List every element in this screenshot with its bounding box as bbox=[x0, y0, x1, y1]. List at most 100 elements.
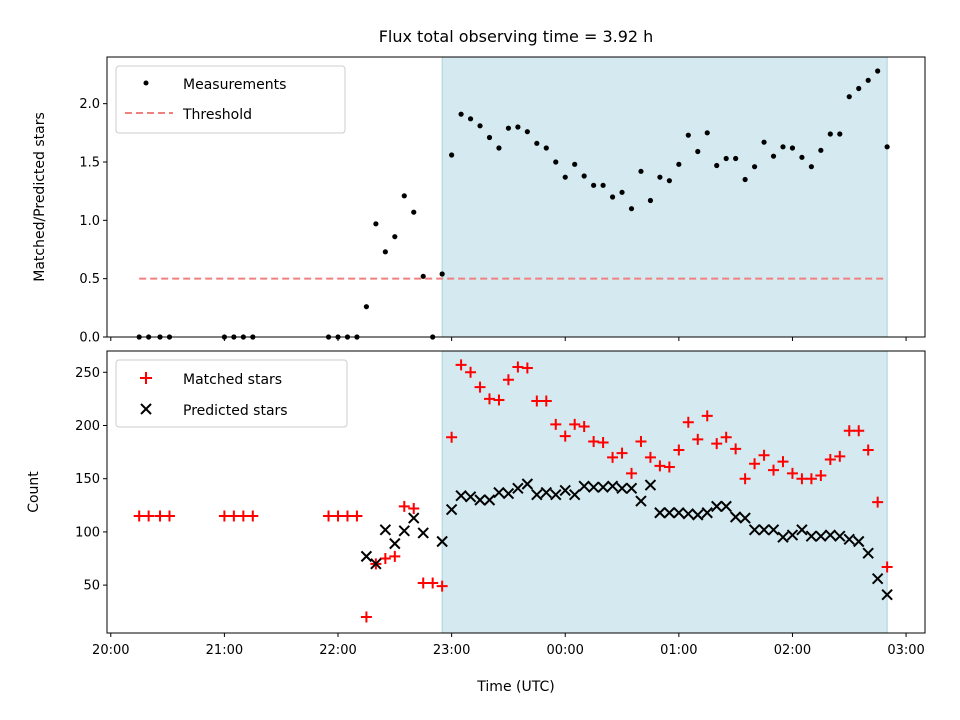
legend-measurements-marker bbox=[143, 80, 149, 86]
chart-title: Flux total observing time = 3.92 h bbox=[379, 27, 654, 46]
predicted-star-point bbox=[644, 479, 657, 491]
observing-window-shade bbox=[442, 57, 888, 337]
predicted-star-point bbox=[739, 512, 751, 524]
predicted-star-point bbox=[786, 529, 799, 541]
legend-matched-label: Matched stars bbox=[183, 372, 282, 388]
measurement-point bbox=[591, 182, 597, 188]
measurement-point bbox=[818, 147, 824, 153]
predicted-star-point bbox=[474, 494, 486, 506]
predicted-star-point bbox=[692, 509, 704, 521]
matched-star-point bbox=[133, 510, 145, 522]
matched-star-point bbox=[408, 502, 420, 514]
ratio-legend-box bbox=[115, 65, 346, 134]
predicted-star-point bbox=[673, 507, 685, 519]
measurement-point bbox=[714, 162, 720, 169]
predicted-star-point bbox=[550, 488, 562, 501]
matched-star-point bbox=[805, 473, 817, 485]
measurement-point bbox=[628, 206, 635, 212]
measurement-point bbox=[827, 131, 833, 137]
matched-star-point bbox=[853, 425, 865, 437]
y-tick-label: 50 bbox=[83, 579, 100, 594]
predicted-star-point bbox=[597, 481, 609, 493]
matched-star-point bbox=[351, 510, 363, 522]
measurement-point bbox=[373, 221, 379, 227]
measurement-point bbox=[666, 178, 672, 184]
x-tick-label: 01:00 bbox=[660, 643, 697, 658]
predicted-star-point bbox=[796, 524, 808, 536]
matched-star-point bbox=[701, 410, 713, 422]
measurement-point bbox=[543, 145, 549, 151]
measurement-point bbox=[761, 139, 767, 145]
measurement-point bbox=[600, 182, 606, 188]
x-tick-label: 03:00 bbox=[887, 643, 924, 658]
predicted-star-point bbox=[493, 486, 505, 499]
legend-threshold-label: Threshold bbox=[182, 107, 252, 123]
matched-star-point bbox=[237, 510, 249, 522]
matched-star-point bbox=[588, 435, 600, 447]
measurement-point bbox=[647, 197, 654, 204]
matched-star-point bbox=[777, 456, 789, 468]
predicted-star-point bbox=[370, 558, 382, 570]
predicted-star-point bbox=[398, 525, 410, 537]
predicted-star-point bbox=[711, 500, 723, 513]
measurement-point bbox=[609, 194, 616, 200]
predicted-star-point bbox=[521, 478, 534, 490]
measurement-point bbox=[751, 164, 758, 170]
measurement-point bbox=[458, 111, 464, 117]
count-marks bbox=[133, 351, 893, 633]
predicted-star-point bbox=[587, 481, 600, 493]
measurement-point bbox=[572, 161, 578, 167]
predicted-star-point bbox=[625, 482, 638, 494]
count-x-ticks: 20:00 21:00 22:00 23:00 00:00 01:00 02:00 03:00 bbox=[92, 633, 925, 658]
measurement-point bbox=[676, 161, 682, 167]
predicted-star-point bbox=[436, 535, 448, 548]
matched-star-point bbox=[531, 395, 543, 407]
count-panel: 50 100 150 200 250 20:00 21:00 22:00 23:00 00:00… bbox=[26, 350, 926, 695]
predicted-star-point bbox=[417, 527, 429, 539]
matched-star-point bbox=[597, 437, 609, 449]
measurement-point bbox=[411, 209, 417, 215]
predicted-star-point bbox=[871, 573, 884, 585]
measurement-point bbox=[505, 125, 512, 131]
matched-star-point bbox=[815, 470, 827, 482]
measurement-point bbox=[875, 68, 881, 74]
matched-star-point bbox=[644, 451, 656, 463]
matched-star-point bbox=[341, 510, 353, 522]
predicted-star-point bbox=[862, 547, 874, 559]
matched-star-point bbox=[154, 510, 166, 522]
matched-star-point bbox=[493, 394, 505, 406]
matched-star-point bbox=[682, 416, 694, 428]
x-tick-label: 02:00 bbox=[774, 643, 811, 658]
predicted-star-point bbox=[483, 494, 496, 506]
measurement-point bbox=[789, 145, 796, 151]
predicted-star-point bbox=[559, 484, 571, 497]
matched-star-point bbox=[616, 447, 628, 459]
matched-star-point bbox=[228, 510, 240, 522]
matched-star-point bbox=[427, 577, 439, 589]
predicted-star-point bbox=[682, 508, 695, 520]
predicted-star-point bbox=[853, 535, 865, 548]
predicted-star-point bbox=[606, 480, 619, 492]
matched-star-point bbox=[465, 366, 477, 378]
matched-star-point bbox=[834, 450, 846, 462]
predicted-star-point bbox=[502, 487, 515, 500]
matched-star-point bbox=[692, 433, 704, 445]
matched-star-point bbox=[607, 451, 619, 463]
y-tick-label: 2.0 bbox=[79, 97, 100, 112]
measurement-point bbox=[799, 154, 805, 160]
y-tick-label: 1.5 bbox=[79, 156, 100, 171]
measurement-point bbox=[382, 249, 388, 255]
ratio-legend: Measurements Threshold bbox=[115, 65, 346, 134]
matched-star-point bbox=[540, 395, 552, 407]
measurement-point bbox=[467, 116, 474, 122]
measurement-point bbox=[363, 304, 370, 310]
matched-star-point bbox=[635, 435, 647, 447]
matched-star-point bbox=[389, 550, 401, 562]
matched-star-point bbox=[578, 421, 590, 433]
count-legend: Matched stars Predicted stars bbox=[115, 359, 348, 428]
legend-measurements-label: Measurements bbox=[183, 77, 286, 93]
measurement-point bbox=[515, 124, 521, 130]
measurement-point bbox=[695, 148, 701, 155]
matched-star-point bbox=[436, 580, 448, 592]
predicted-star-point bbox=[748, 524, 761, 536]
